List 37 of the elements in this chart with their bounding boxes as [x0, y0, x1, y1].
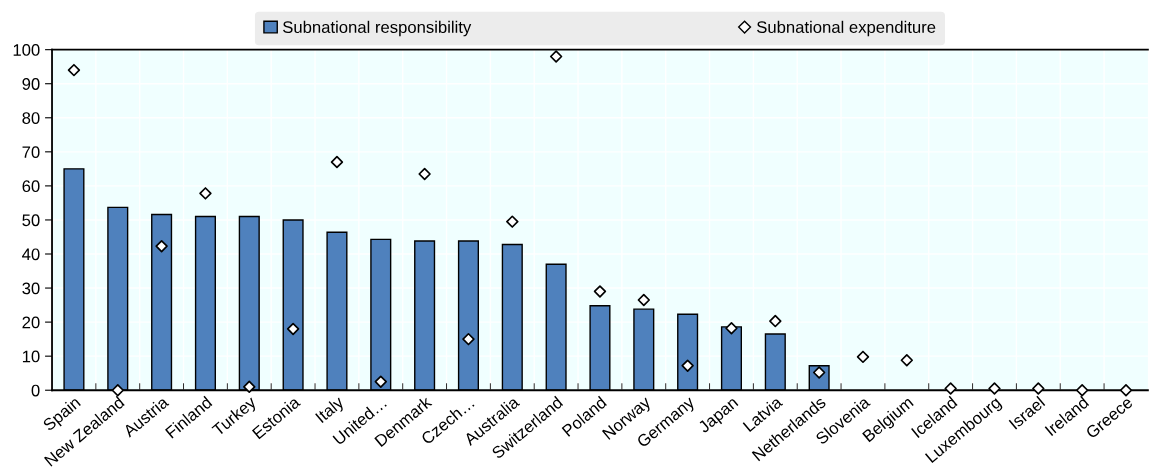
y-tick-label: 10: [22, 350, 40, 363]
y-tick-label: 20: [22, 316, 40, 329]
point: [199, 187, 212, 200]
y-tick-label: 0: [31, 384, 40, 397]
y-tick-label: 50: [22, 214, 40, 227]
point: [374, 375, 388, 388]
point: [286, 322, 300, 336]
point: [243, 380, 256, 394]
point: [637, 293, 651, 307]
point: [330, 155, 344, 169]
point: [725, 322, 738, 335]
point: [1032, 382, 1045, 395]
y-tick-label: 30: [22, 282, 40, 295]
legend-label: Subnational expenditure: [757, 20, 936, 37]
y-tick-label: 90: [22, 78, 40, 90]
y-tick-label: 100: [13, 44, 40, 56]
point: [418, 167, 431, 181]
point: [944, 382, 957, 395]
y-tick-label: 80: [22, 112, 40, 124]
legend-label: Subnational responsibility: [283, 20, 472, 37]
point: [681, 359, 694, 372]
y-tick-label: 60: [22, 180, 40, 193]
point: [1119, 384, 1133, 397]
point: [1075, 384, 1089, 397]
point: [900, 354, 914, 367]
point: [549, 50, 563, 63]
point: [506, 215, 519, 228]
point: [593, 285, 607, 298]
y-tick-label: 70: [22, 146, 40, 159]
point: [111, 384, 124, 397]
point: [856, 350, 870, 364]
point: [462, 332, 475, 346]
y-tick-label: 40: [22, 248, 40, 261]
point: [67, 63, 81, 77]
point: [769, 314, 782, 328]
point: [988, 382, 1001, 395]
point: [155, 239, 168, 253]
